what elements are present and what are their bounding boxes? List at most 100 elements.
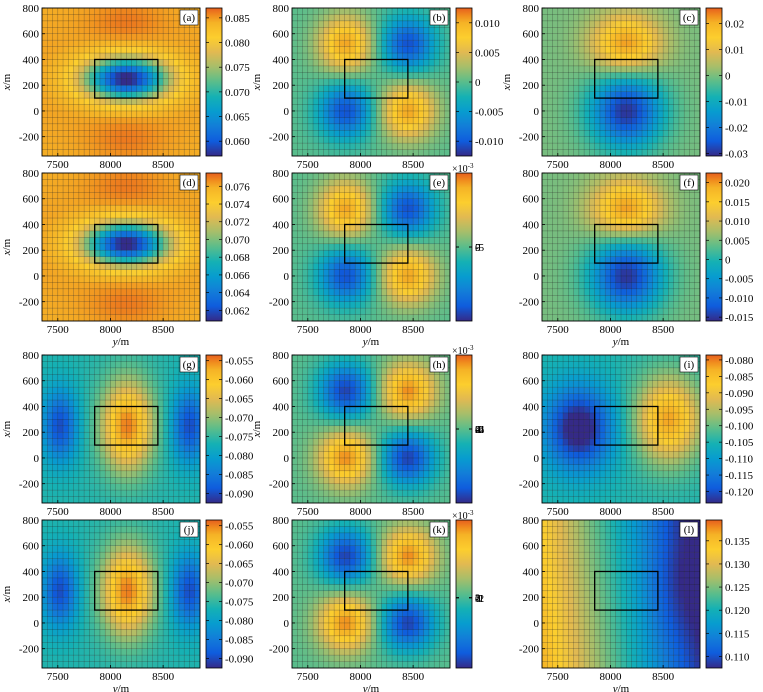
heatmap-cell (689, 263, 695, 270)
heatmap-cell (652, 237, 659, 244)
heatmap-cell (621, 295, 627, 302)
heatmap-cell (163, 192, 169, 199)
heatmap-cell (381, 143, 387, 150)
heatmap-cell (313, 288, 319, 296)
heatmap-cell (694, 230, 701, 238)
heatmap-cell (418, 282, 424, 289)
heatmap-cell (344, 20, 351, 28)
heatmap-cell (402, 173, 409, 180)
heatmap-cell (557, 275, 564, 283)
heatmap-cell (57, 98, 64, 105)
heatmap-cell (542, 192, 548, 199)
heatmap-cell (647, 72, 653, 79)
heatmap-cell (563, 27, 569, 34)
heatmap-cell (297, 269, 303, 277)
heatmap-cell (563, 179, 569, 187)
heatmap-cell (136, 91, 143, 99)
heatmap-cell (563, 123, 569, 131)
heatmap-cell (57, 149, 64, 157)
heatmap-cell (89, 374, 95, 381)
heatmap-cell (542, 295, 548, 302)
heatmap-cell (142, 275, 148, 283)
heatmap-cell (568, 314, 574, 322)
heatmap-cell (328, 205, 335, 212)
heatmap-cell (547, 250, 553, 257)
heatmap-cell (157, 173, 164, 180)
heatmap-cell (594, 256, 601, 264)
heatmap-cell (334, 314, 340, 322)
heatmap-cell (302, 282, 308, 289)
heatmap-cell (168, 179, 174, 187)
heatmap-cell (663, 256, 669, 264)
heatmap-cell (663, 205, 669, 212)
heatmap-cell (621, 91, 627, 99)
heatmap-cell (302, 91, 308, 99)
heatmap-cell (84, 91, 90, 99)
heatmap-cell (307, 185, 314, 193)
heatmap-cell (631, 288, 637, 296)
heatmap-cell (147, 173, 153, 180)
heatmap-cell (376, 301, 382, 309)
heatmap-cell (365, 110, 372, 118)
heatmap-cell (589, 218, 595, 225)
heatmap-cell (152, 301, 159, 309)
heatmap-cell (126, 65, 132, 73)
heatmap-cell (178, 72, 185, 79)
heatmap-cell (439, 59, 445, 67)
heatmap-cell (78, 211, 85, 219)
heatmap-cell (589, 256, 595, 264)
heatmap-cell (668, 59, 674, 67)
heatmap-cell (68, 110, 74, 118)
heatmap-cell (84, 20, 90, 28)
heatmap-cell (73, 387, 80, 394)
heatmap-cell (78, 250, 85, 257)
heatmap-cell (684, 65, 690, 73)
heatmap-cell (110, 237, 116, 244)
body-outline (344, 58, 409, 99)
heatmap-cell (42, 98, 48, 105)
heatmap-cell (605, 224, 611, 232)
heatmap-cell (63, 477, 69, 484)
heatmap-cell (578, 65, 585, 73)
heatmap-cell (626, 130, 632, 137)
heatmap-cell (360, 185, 366, 193)
heatmap-cell (428, 198, 435, 206)
heatmap-cell (307, 40, 314, 47)
heatmap-cell (673, 27, 680, 34)
heatmap-cell (99, 123, 106, 131)
heatmap-cell (694, 46, 701, 54)
heatmap-cell (694, 282, 701, 289)
heatmap-cell (552, 230, 558, 238)
heatmap-cell (194, 301, 201, 309)
heatmap-cell (328, 173, 335, 180)
heatmap-cell (126, 110, 132, 118)
heatmap-cell (163, 33, 169, 41)
heatmap-cell (631, 301, 637, 309)
heatmap-cell (68, 256, 74, 264)
heatmap-cell (68, 130, 74, 137)
heatmap-cell (131, 288, 137, 296)
heatmap-cell (89, 432, 95, 439)
heatmap-cell (339, 59, 345, 67)
heatmap-cell (376, 256, 382, 264)
heatmap-cell (147, 256, 153, 264)
heatmap-cell (371, 263, 377, 270)
heatmap-cell (157, 243, 164, 251)
heatmap-cell (360, 130, 366, 137)
heatmap-cell (689, 130, 695, 137)
heatmap-cell (573, 205, 580, 212)
heatmap-cell (423, 173, 430, 180)
heatmap-cell (42, 27, 48, 34)
heatmap-cell (428, 269, 435, 277)
y-tick-label: 200 (523, 80, 540, 92)
heatmap-cell (163, 65, 169, 73)
heatmap-cell (371, 123, 377, 131)
heatmap-cell (307, 20, 314, 28)
heatmap-cell (73, 374, 80, 381)
heatmap-cell (73, 149, 80, 157)
heatmap-cell (189, 250, 195, 257)
heatmap-cell (42, 380, 48, 388)
heatmap-cell (110, 275, 116, 283)
heatmap-cell (589, 110, 595, 118)
heatmap-cell (173, 173, 180, 180)
